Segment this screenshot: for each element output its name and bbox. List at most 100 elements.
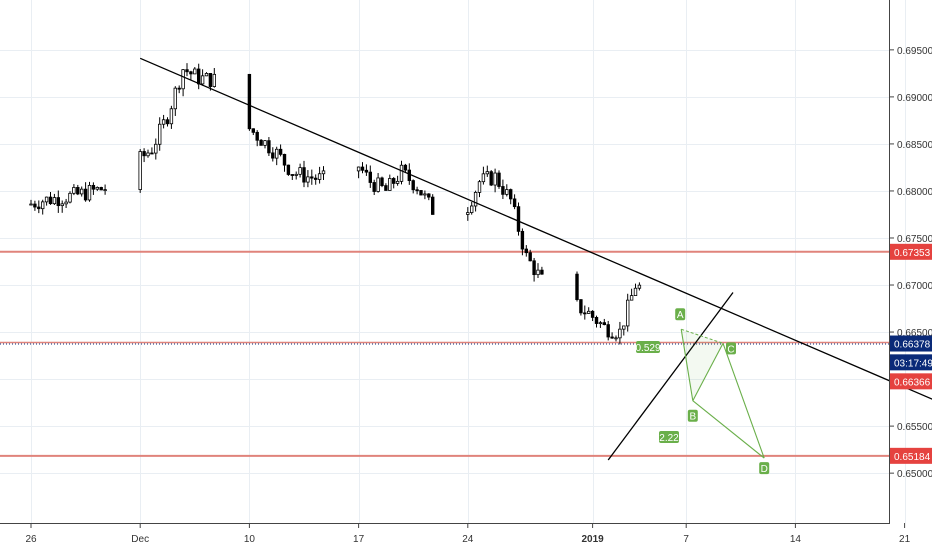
time-axis-label: 14	[790, 534, 802, 545]
pattern-point-c-badge	[726, 342, 736, 355]
candle-body	[200, 75, 205, 85]
candle-body	[321, 170, 326, 175]
candle-body	[142, 151, 146, 157]
candle-body	[60, 203, 64, 207]
price-axis-label: 0.67500	[897, 234, 932, 245]
pattern-leg-ab	[680, 329, 694, 401]
candle-body	[255, 131, 259, 141]
price-tag-box	[890, 335, 932, 352]
price-tag-label: 03:17:49	[894, 358, 932, 369]
candle-body	[189, 71, 193, 75]
candle-body	[251, 128, 255, 133]
candle-body	[536, 269, 540, 276]
candle-body	[524, 248, 528, 254]
candle-body	[415, 189, 419, 192]
candle-body	[376, 177, 380, 192]
candle-body	[161, 119, 166, 125]
candle-body	[598, 322, 603, 325]
candle-body	[290, 174, 294, 176]
trendline	[607, 292, 734, 461]
candle-body	[91, 184, 96, 190]
candle-body	[294, 173, 298, 176]
candle-body	[520, 230, 525, 250]
pattern-point-b-label: B	[689, 412, 696, 423]
candle-body	[528, 252, 532, 262]
candle-body	[501, 186, 505, 195]
candle-body	[169, 108, 174, 125]
candle-body	[259, 139, 263, 146]
candle-body	[356, 166, 361, 172]
candle-body	[477, 181, 482, 193]
candle-body	[407, 169, 411, 181]
pattern-ratio-badge	[636, 341, 660, 353]
candle-body	[263, 140, 267, 146]
candle-body	[391, 178, 396, 184]
candle-body	[286, 164, 291, 175]
candle-body	[395, 180, 400, 184]
price-axis-label: 0.65500	[897, 422, 932, 433]
pattern-point-b-badge	[687, 409, 698, 422]
candle-body	[317, 173, 322, 180]
candle-body	[602, 322, 606, 326]
pattern-point-c-label: C	[727, 344, 734, 355]
candle-body	[103, 189, 107, 192]
candle-body	[419, 190, 423, 196]
candle-body	[430, 196, 435, 215]
candle-body	[540, 269, 544, 275]
candle-body	[150, 152, 154, 155]
pattern-leg-cd	[722, 343, 765, 459]
candle-body	[489, 171, 493, 186]
candle-body	[212, 73, 216, 87]
horizontal-levels	[0, 250, 889, 457]
price-tag-box	[890, 354, 932, 371]
time-axis-label: 21	[899, 534, 911, 545]
pattern-fill	[681, 329, 723, 401]
time-axis-label: 2019	[581, 534, 604, 545]
candle-body	[575, 273, 579, 301]
candle-body	[99, 187, 103, 191]
pattern-point-a-label: A	[677, 310, 684, 321]
harmonic-pattern: A B C D 0.529 2.22	[635, 308, 770, 475]
candle-body	[196, 68, 201, 85]
candle-body	[157, 123, 162, 145]
axes	[0, 0, 890, 524]
candle-body	[388, 178, 392, 191]
candle-body	[427, 193, 431, 198]
candle-body	[83, 188, 88, 201]
candle-body	[64, 201, 68, 205]
candle-body	[165, 119, 170, 125]
candle-body	[68, 192, 72, 203]
candle-body	[384, 185, 388, 191]
candle-body	[154, 143, 158, 154]
candle-body	[481, 173, 486, 183]
trendlines	[139, 57, 932, 461]
candle-body	[44, 196, 49, 203]
pattern-ratio-label: 0.529	[635, 343, 660, 354]
pattern-point-d-badge	[759, 462, 770, 475]
candle-body	[185, 69, 189, 73]
candle-body	[579, 299, 583, 314]
candle-body	[306, 176, 310, 183]
price-tag-label: 0.66366	[894, 377, 931, 388]
candle-body	[423, 193, 427, 196]
candle-body	[37, 206, 41, 210]
candle-body	[278, 148, 283, 155]
candle-body	[181, 69, 185, 90]
candle-body	[473, 191, 478, 207]
candle-body	[56, 197, 60, 207]
candle-body	[372, 182, 376, 192]
candle-body	[368, 171, 372, 183]
candle-body	[76, 187, 80, 195]
price-axis-label: 0.68000	[897, 187, 932, 198]
candle-body	[493, 172, 497, 186]
candle-body	[633, 287, 638, 296]
price-tag-label: 0.67353	[894, 248, 931, 259]
candle-body	[267, 140, 271, 154]
candle-body	[146, 152, 150, 157]
pattern-point-a-badge	[675, 308, 686, 321]
price-axis-label: 0.69500	[897, 46, 932, 57]
pattern-ratio-label: 2.22	[659, 433, 679, 444]
candle-body	[626, 299, 630, 327]
